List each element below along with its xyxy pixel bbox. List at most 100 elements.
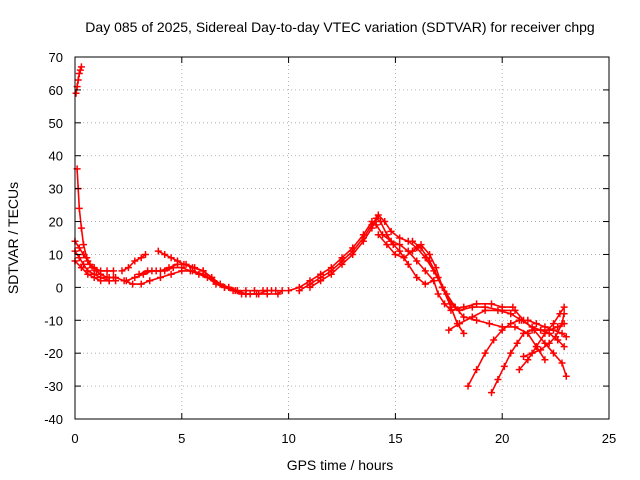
data-point: [74, 76, 82, 84]
data-point: [391, 250, 399, 258]
data-point: [532, 343, 540, 351]
data-point: [383, 241, 391, 249]
data-point: [278, 287, 286, 295]
data-point: [238, 290, 246, 298]
data-point: [537, 346, 545, 354]
data-point: [84, 270, 92, 278]
data-point: [515, 366, 523, 374]
data-point: [141, 250, 149, 258]
data-point: [368, 224, 376, 232]
y-tick-label: -40: [44, 412, 63, 427]
data-point: [490, 336, 498, 344]
data-point: [389, 241, 397, 249]
data-point: [434, 290, 442, 298]
y-tick-label: 50: [49, 116, 63, 131]
data-point: [77, 224, 85, 232]
data-point: [488, 389, 496, 397]
data-point: [473, 300, 481, 308]
data-point: [359, 237, 367, 245]
data-point: [400, 254, 408, 262]
data-point: [537, 326, 545, 334]
data-point: [498, 326, 506, 334]
grid: [75, 57, 609, 419]
data-point: [558, 329, 566, 337]
data-point: [349, 250, 357, 258]
data-point: [80, 241, 88, 249]
plot-frame: [74, 56, 610, 420]
data-point: [75, 254, 83, 262]
data-point: [374, 211, 382, 219]
series-sat-k: [285, 218, 517, 314]
x-tick-label: 10: [281, 431, 295, 446]
data-point: [445, 326, 453, 334]
data-point: [124, 264, 132, 272]
series-line: [76, 168, 115, 272]
x-tick-label: 0: [71, 431, 78, 446]
data-point: [144, 267, 152, 275]
data-point: [468, 303, 476, 311]
data-point: [541, 329, 549, 337]
data-point: [84, 257, 92, 265]
data-point: [473, 366, 481, 374]
data-point: [285, 287, 293, 295]
data-point: [562, 372, 570, 380]
data-point: [558, 359, 566, 367]
data-point: [413, 257, 421, 265]
data-point: [396, 241, 404, 249]
data-point: [374, 231, 382, 239]
data-point: [532, 320, 540, 328]
data-point: [481, 349, 489, 357]
data-point: [511, 323, 519, 331]
data-point: [541, 356, 549, 364]
data-point: [460, 329, 468, 337]
data-point: [338, 260, 346, 268]
data-point: [246, 290, 254, 298]
data-point: [105, 273, 113, 281]
data-point: [112, 273, 120, 281]
data-point: [195, 270, 203, 278]
data-point: [167, 254, 175, 262]
data-point: [152, 267, 160, 275]
x-axis-label: GPS time / hours: [287, 457, 394, 473]
data-point: [381, 218, 389, 226]
data-point: [72, 89, 80, 97]
data-point: [75, 69, 83, 77]
data-point: [90, 273, 98, 281]
series-sat-f: [118, 250, 149, 275]
data-point: [460, 313, 468, 321]
data-point: [122, 277, 130, 285]
data-point: [80, 250, 88, 258]
y-axis-label: SDTVAR / TECUs: [5, 182, 21, 294]
data-point: [212, 280, 220, 288]
y-tick-label: -10: [44, 313, 63, 328]
data-point: [560, 310, 568, 318]
data-point: [154, 247, 162, 255]
data-point: [77, 63, 85, 71]
data-point: [129, 280, 137, 288]
data-point: [255, 290, 263, 298]
data-point: [272, 287, 280, 295]
data-point: [421, 267, 429, 275]
data-point: [75, 244, 83, 252]
y-tick-label: 20: [49, 215, 63, 230]
data-point: [528, 326, 536, 334]
data-point: [520, 352, 528, 360]
data-point: [558, 320, 566, 328]
series-line: [377, 233, 465, 335]
data-point: [146, 277, 154, 285]
data-point: [203, 273, 211, 281]
data-point: [520, 329, 528, 337]
x-tick-label: 5: [178, 431, 185, 446]
data-point: [488, 300, 496, 308]
y-tick-label: -30: [44, 379, 63, 394]
y-tick-label: 70: [49, 50, 63, 65]
data-point: [421, 280, 429, 288]
data-point: [443, 290, 451, 298]
data-point: [137, 280, 145, 288]
data-point: [250, 287, 258, 295]
series-sat-r: [488, 326, 568, 397]
data-point: [494, 376, 502, 384]
x-tick-label: 15: [388, 431, 402, 446]
series-sat-j: [135, 264, 280, 298]
data-point: [161, 250, 169, 258]
